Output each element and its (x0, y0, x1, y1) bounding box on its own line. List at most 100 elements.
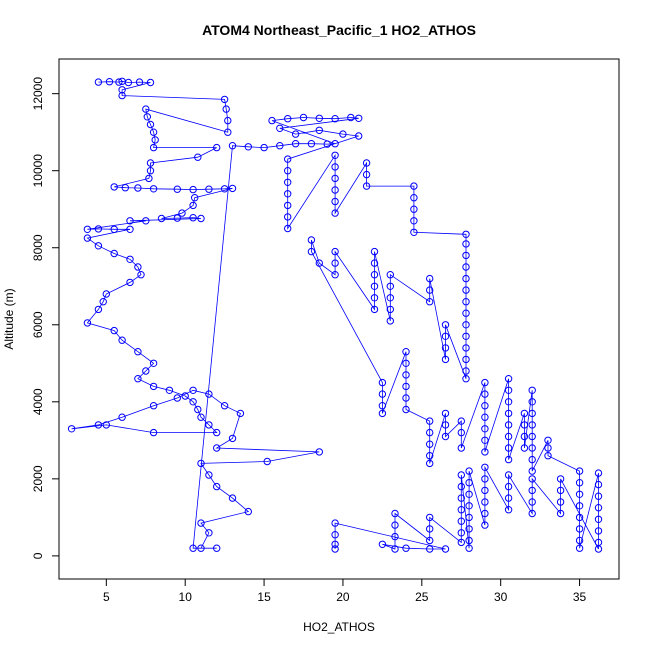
data-point (331, 163, 339, 171)
data-point (222, 105, 230, 113)
data-point (149, 359, 158, 367)
data-point (441, 332, 450, 340)
data-point (205, 421, 213, 429)
data-point (236, 409, 245, 418)
data-point (575, 479, 584, 487)
data-point (426, 545, 434, 553)
chart-title: ATOM4 Northeast_Pacific_1 HO2_ATHOS (202, 22, 476, 38)
data-point (528, 475, 536, 483)
data-point (594, 504, 603, 512)
y-axis-label: Altitude (m) (2, 288, 16, 349)
data-point (528, 409, 536, 418)
data-point (315, 448, 323, 456)
data-point (115, 78, 123, 86)
data-point (370, 271, 379, 279)
data-point (197, 459, 205, 468)
data-point (391, 532, 399, 541)
x-tick-label: 15 (257, 590, 271, 604)
data-point (291, 130, 300, 138)
data-point (291, 140, 300, 148)
data-point (94, 305, 103, 314)
data-point (441, 321, 450, 329)
data-point (331, 540, 339, 548)
data-point (481, 436, 489, 444)
data-point (504, 506, 513, 514)
data-point (331, 186, 339, 194)
data-point (134, 348, 142, 356)
data-point (260, 143, 268, 152)
data-point (528, 498, 536, 506)
data-point (391, 545, 399, 553)
data-point (355, 114, 363, 123)
data-point (83, 234, 92, 242)
data-point (410, 205, 418, 213)
y-axis: 0 2000 4000 6000 8000 10000 12000 (31, 77, 60, 559)
data-point (110, 225, 118, 234)
data-point (83, 319, 92, 327)
data-point (520, 421, 529, 429)
data-point (189, 398, 197, 406)
data-point (315, 259, 323, 267)
data-point (339, 130, 347, 138)
data-point (402, 544, 410, 552)
data-point (197, 413, 205, 421)
data-point (197, 519, 205, 527)
data-point (465, 502, 473, 510)
data-point (135, 78, 144, 86)
data-point (181, 392, 189, 400)
data-point (126, 255, 134, 263)
data-point (575, 490, 584, 498)
data-point (441, 355, 450, 364)
data-point (481, 425, 489, 433)
data-point (173, 394, 182, 402)
data-point (370, 259, 379, 267)
data-point (355, 132, 363, 140)
data-point (462, 321, 470, 329)
data-point (213, 482, 221, 491)
x-tick-label: 25 (415, 590, 429, 604)
data-point (457, 506, 465, 514)
data-point (331, 115, 339, 123)
data-point (410, 194, 418, 202)
data-point (362, 159, 371, 167)
data-point (146, 159, 155, 167)
data-point (189, 544, 197, 552)
data-point (426, 298, 434, 306)
data-point (149, 185, 158, 193)
data-point (378, 409, 387, 418)
data-point (244, 143, 253, 151)
data-point (284, 167, 292, 175)
data-point (481, 509, 489, 518)
data-point (205, 390, 213, 398)
data-point (426, 459, 434, 468)
data-point (134, 184, 142, 192)
data-point (481, 448, 489, 456)
data-point (575, 502, 584, 510)
data-point (556, 486, 565, 495)
data-point (410, 217, 418, 225)
data-point (441, 344, 450, 352)
data-point (331, 209, 339, 217)
data-point (441, 432, 450, 441)
data-point (124, 78, 133, 87)
data-point (228, 494, 237, 502)
data-point (110, 183, 118, 191)
data-point (220, 185, 229, 193)
data-point (323, 140, 331, 148)
y-tick-label: 8000 (31, 234, 45, 261)
data-point (94, 78, 103, 86)
data-point (457, 517, 465, 525)
data-point (173, 214, 182, 222)
data-point (189, 201, 197, 210)
data-point (178, 209, 186, 217)
data-point (575, 513, 584, 522)
data-point (462, 344, 470, 352)
data-point (146, 120, 155, 129)
x-tick-label: 5 (103, 590, 110, 604)
data-point (462, 309, 470, 317)
data-point (504, 421, 513, 429)
data-point (556, 509, 565, 518)
data-point (315, 114, 323, 123)
data-point (105, 78, 114, 86)
data-point (556, 498, 565, 506)
